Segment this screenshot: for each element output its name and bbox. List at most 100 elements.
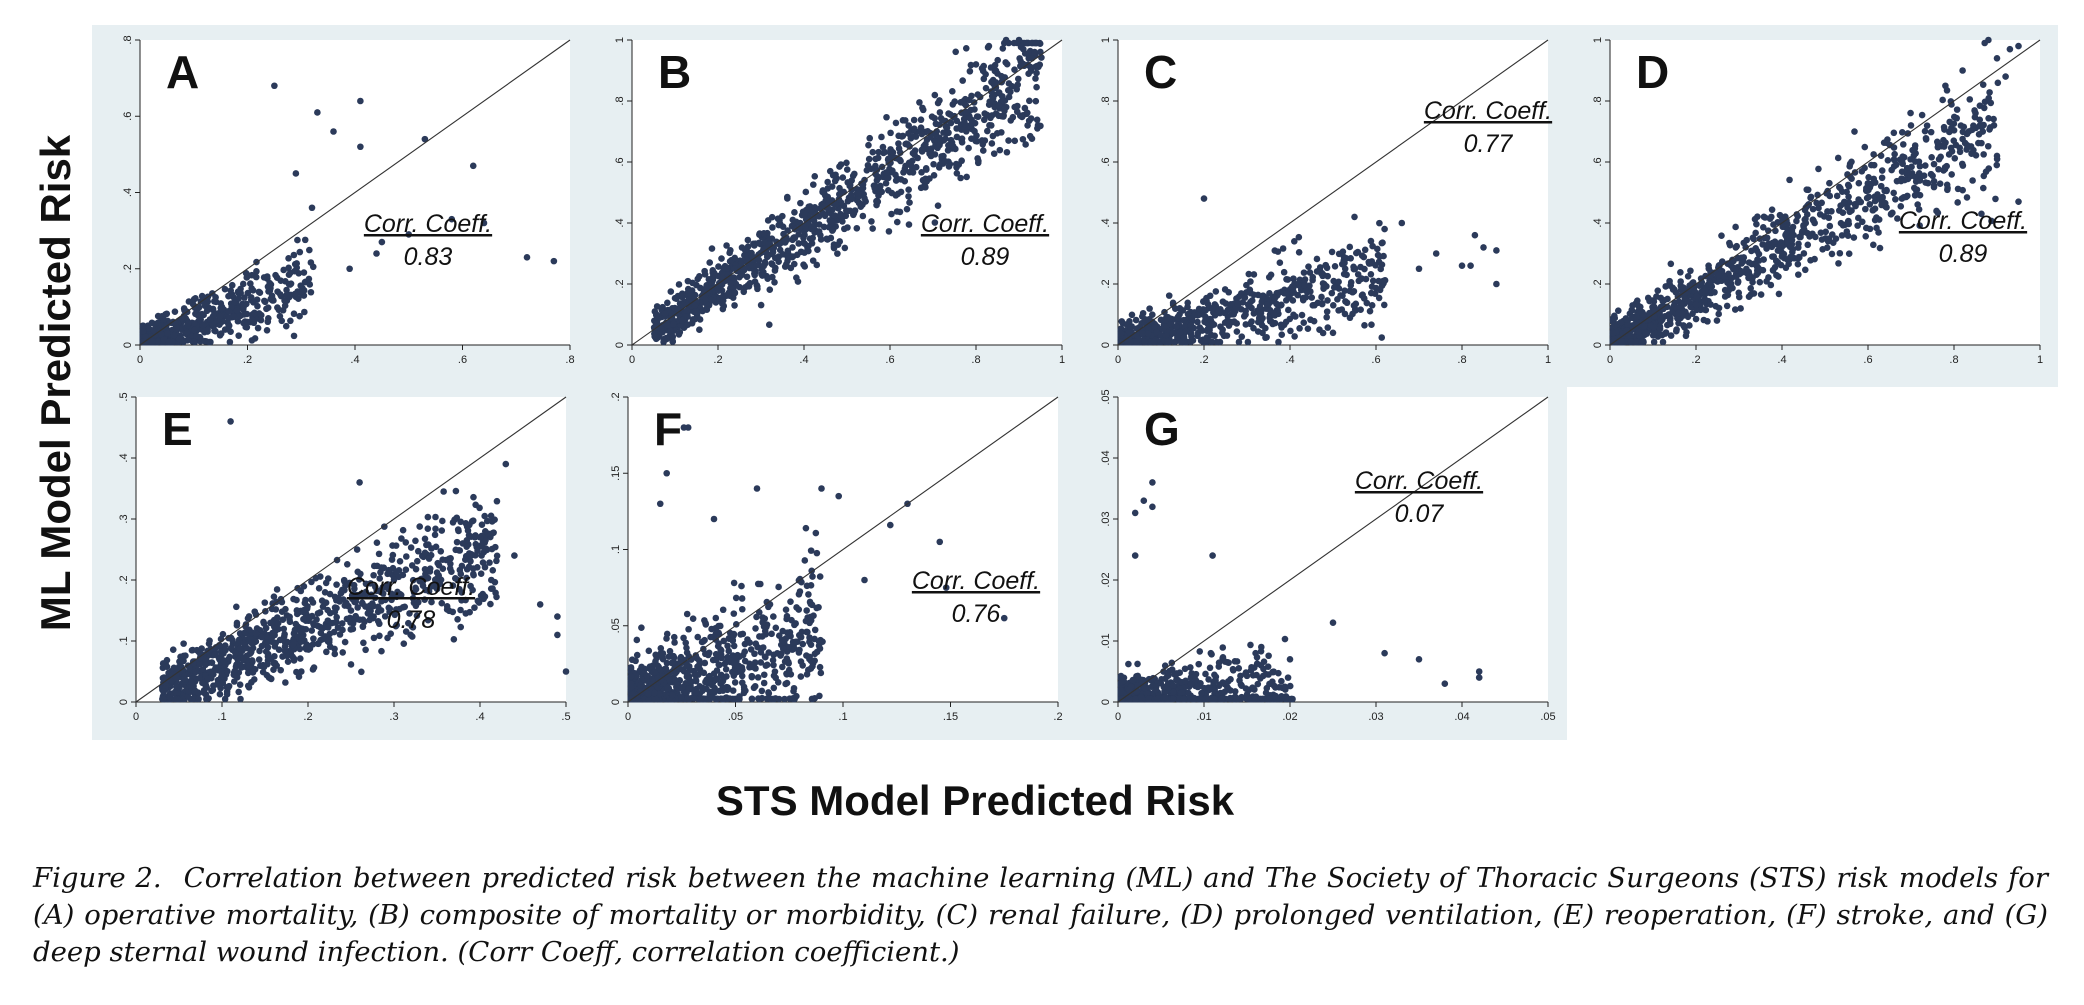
- data-point: [233, 619, 241, 627]
- data-point: [1642, 329, 1650, 337]
- y-tick-label: 0: [610, 699, 622, 705]
- data-point: [475, 599, 483, 606]
- data-point: [1874, 191, 1881, 198]
- data-point: [169, 646, 177, 653]
- data-point: [931, 219, 939, 226]
- data-point: [453, 538, 461, 546]
- data-point: [815, 213, 823, 220]
- data-point: [1306, 282, 1313, 289]
- data-point: [396, 558, 404, 565]
- data-point: [1639, 311, 1646, 318]
- data-point: [867, 165, 875, 173]
- data-point: [318, 597, 326, 604]
- data-point: [1878, 167, 1886, 174]
- data-point: [931, 137, 938, 145]
- data-point: [198, 645, 205, 652]
- data-point: [1289, 289, 1297, 296]
- data-point: [1786, 243, 1794, 251]
- data-point: [1011, 137, 1019, 145]
- data-point: [196, 654, 204, 662]
- data-point: [1890, 144, 1898, 151]
- data-point: [1304, 325, 1312, 333]
- data-point: [1666, 277, 1673, 285]
- data-point: [248, 657, 256, 664]
- data-point: [679, 301, 687, 309]
- data-point: [422, 586, 429, 594]
- data-point: [1801, 266, 1809, 274]
- data-point: [264, 644, 272, 651]
- y-tick-label: .3: [118, 514, 130, 523]
- data-point: [207, 668, 214, 676]
- corr-coeff-value: 0.89: [961, 243, 1010, 271]
- data-point: [245, 662, 253, 670]
- data-point: [1994, 79, 2002, 87]
- point-cloud: [158, 487, 501, 703]
- data-point: [862, 198, 869, 205]
- data-point: [181, 676, 189, 683]
- data-point: [769, 224, 776, 231]
- data-point: [1250, 271, 1258, 278]
- data-point: [1032, 75, 1039, 82]
- data-point: [362, 588, 370, 596]
- data-point: [228, 281, 236, 289]
- data-point: [923, 178, 931, 185]
- data-point: [813, 261, 821, 269]
- data-point: [285, 280, 293, 288]
- data-point: [1718, 232, 1725, 239]
- data-point: [216, 690, 224, 698]
- data-point: [1985, 114, 1992, 122]
- data-point: [285, 255, 292, 262]
- data-point: [1011, 103, 1018, 111]
- data-point: [958, 139, 966, 146]
- data-point: [1014, 75, 1022, 83]
- data-point: [1139, 330, 1146, 337]
- data-point: [275, 306, 283, 314]
- data-point: [795, 231, 803, 238]
- data-point: [1206, 326, 1213, 334]
- data-point: [378, 598, 385, 605]
- data-point: [421, 549, 429, 557]
- data-point: [211, 651, 219, 659]
- data-point: [2015, 198, 2022, 205]
- data-point: [1027, 115, 1035, 122]
- data-point: [829, 218, 837, 226]
- data-point: [1980, 172, 1988, 180]
- data-point: [1883, 186, 1890, 194]
- data-point: [333, 581, 340, 588]
- data-point: [905, 221, 913, 228]
- data-point: [683, 307, 691, 315]
- data-point: [1964, 143, 1971, 151]
- data-point: [222, 646, 229, 654]
- data-point: [467, 557, 474, 565]
- data-point: [251, 309, 258, 317]
- data-point: [1632, 321, 1640, 329]
- data-point: [244, 289, 252, 297]
- data-point: [396, 605, 403, 613]
- data-point: [480, 219, 488, 227]
- data-point: [1890, 189, 1897, 197]
- data-point: [421, 535, 429, 543]
- data-point: [1966, 96, 1974, 103]
- data-point: [478, 521, 486, 528]
- data-point: [1969, 177, 1976, 184]
- data-point: [1754, 263, 1761, 271]
- data-point: [771, 267, 779, 274]
- data-point: [805, 247, 812, 255]
- data-point: [1350, 302, 1358, 309]
- data-point: [402, 628, 410, 635]
- data-point: [942, 158, 949, 165]
- data-point: [901, 117, 909, 124]
- data-point: [753, 283, 761, 290]
- data-point: [848, 177, 855, 184]
- data-point: [408, 623, 416, 630]
- data-point: [1684, 313, 1692, 321]
- data-point: [139, 328, 147, 335]
- data-point: [272, 639, 280, 647]
- data-point: [1770, 253, 1778, 260]
- data-point: [391, 611, 399, 619]
- data-point: [378, 647, 385, 655]
- y-tick-label: 0: [1592, 342, 1604, 348]
- y-tick-label: .6: [122, 112, 134, 121]
- data-point: [924, 128, 932, 135]
- data-point: [178, 315, 186, 323]
